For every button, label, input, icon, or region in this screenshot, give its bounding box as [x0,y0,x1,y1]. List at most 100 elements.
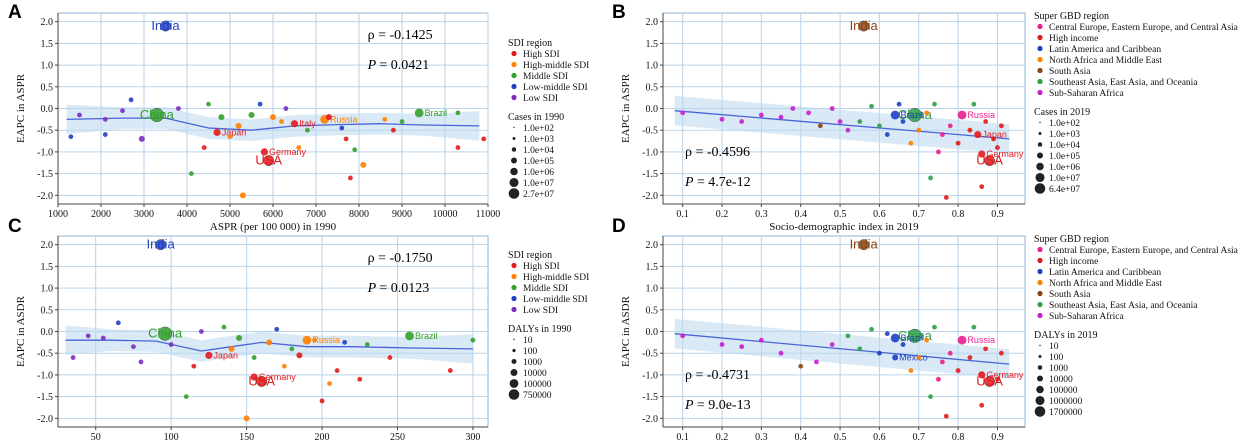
legend-marker [1037,56,1043,63]
data-point [858,239,870,251]
point-label: China [898,107,933,122]
point-label: Brazil [901,333,924,343]
data-point [967,355,973,360]
confidence-band [66,104,480,142]
size-legend-marker [1039,121,1041,124]
data-point [739,119,745,124]
x-tick-label: 5000 [220,209,240,220]
data-point [947,123,953,129]
data-point [239,192,246,199]
data-point [719,342,725,347]
data-point [290,120,299,128]
data-point [998,350,1004,356]
y-tick-label: 0.0 [41,104,54,115]
y-tick-label: 0.5 [41,305,54,316]
legend-marker [1037,67,1043,74]
size-legend-marker [1037,142,1043,147]
y-tick-label: 0.5 [646,305,659,316]
y-tick-label: 2.0 [646,17,659,28]
data-point [829,106,835,111]
size-legend-title: Cases in 2019 [1034,107,1090,118]
panel-letter: A [8,2,22,23]
x-tick-label: 6000 [263,209,283,220]
data-point [68,134,74,140]
legend-label: Middle SDI [523,284,568,294]
data-point [971,101,977,107]
size-legend-label: 1.0e+04 [1049,141,1080,151]
data-point [155,239,166,251]
legend-marker [1037,23,1043,30]
x-tick-label: 0.2 [716,432,729,443]
size-legend-marker [1038,355,1042,358]
legend-title: Super GBD region [1034,234,1109,245]
y-tick-label: -1.0 [642,147,658,158]
x-tick-label: 9000 [392,209,412,220]
y-tick-label: 1.5 [41,262,54,273]
y-tick-label: 0.0 [646,104,659,115]
point-label: Russia [312,335,340,345]
size-legend-label: 1.0e+04 [523,146,554,156]
legend-label: High income [1049,34,1098,44]
data-point [205,351,213,359]
data-point [814,359,819,365]
data-point [984,155,995,166]
x-tick-label: 0.4 [794,209,807,220]
data-point [296,145,302,150]
size-legend-title: DALYs in 1990 [508,324,571,335]
data-point [221,324,227,330]
data-point [128,97,134,103]
point-label: Brazil [415,331,438,341]
data-point [979,402,985,408]
data-point [884,132,890,137]
x-axis-title: Socio-demographic index in 2019 [769,221,919,233]
data-point [228,345,235,352]
legend-marker [1037,257,1043,264]
x-tick-label: 0.1 [676,209,689,220]
legend-label: North Africa and Middle East [1049,55,1162,66]
p-stat: P = 0.0123 [367,281,430,296]
data-point [845,333,851,339]
x-tick-label: 0.3 [755,432,768,443]
data-point [932,101,937,107]
p-stat: P = 0.0421 [367,58,430,73]
x-tick-label: 0.4 [794,432,807,443]
y-tick-label: -1.0 [642,370,658,381]
y-tick-label: -1.5 [37,392,53,403]
point-label: Italy [299,119,316,129]
data-point [343,136,349,142]
size-legend-marker [511,147,517,152]
legend-label: Middle SDI [523,72,568,82]
data-point [943,195,949,200]
size-legend-marker [1035,395,1045,406]
p-value: = 0.0421 [379,58,429,73]
y-tick-label: -2.0 [37,191,53,202]
data-point [260,148,268,156]
data-point [928,394,933,400]
data-point [984,376,995,387]
data-point [778,350,784,356]
x-tick-label: 0.5 [834,432,847,443]
legend-label: Latin America and Caribbean [1049,45,1161,55]
legend-marker [511,295,517,302]
legend-marker [511,83,517,90]
y-axis-title: EAPC in ASDR [620,295,632,367]
data-point [957,335,967,345]
legend-marker [511,61,517,68]
point-label: Mexico [899,353,928,363]
trend-line [674,333,1010,365]
point-label: China [140,107,175,122]
data-point [983,346,989,352]
size-legend-marker [1038,132,1042,135]
data-point [884,331,890,337]
legend-marker [511,284,517,291]
data-point [149,108,164,123]
data-point [978,150,986,158]
data-point [936,376,941,382]
data-point [928,175,933,181]
data-point [896,101,902,107]
legend-label: Sub-Saharan Africa [1049,88,1124,99]
x-tick-label: 0.8 [952,432,965,443]
